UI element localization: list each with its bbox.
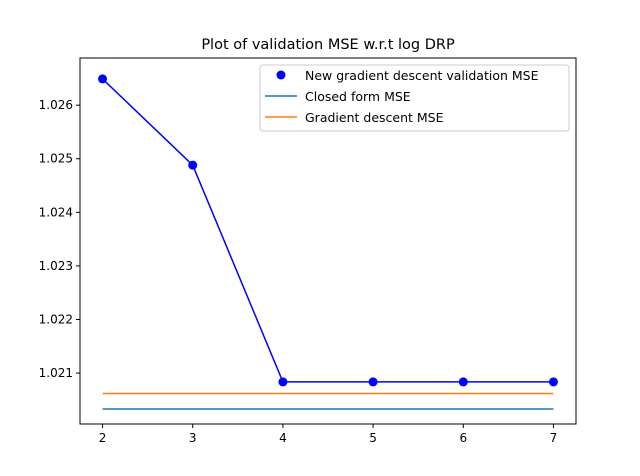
legend-label-1: Closed form MSE	[305, 89, 411, 104]
y-tick-label: 1.022	[39, 313, 73, 327]
axes-frame	[79, 57, 577, 425]
x-tick-label: 6	[459, 431, 467, 445]
data-point-0-1	[188, 160, 198, 170]
x-tick-label: 5	[369, 431, 377, 445]
plot-area	[98, 74, 558, 410]
legend-label-0: New gradient descent validation MSE	[305, 68, 539, 83]
data-point-0-2	[278, 377, 288, 387]
data-point-0-5	[548, 377, 558, 387]
y-tick-label: 1.023	[39, 259, 73, 273]
y-tick-label: 1.026	[39, 98, 73, 112]
chart-title: Plot of validation MSE w.r.t log DRP	[201, 37, 455, 53]
x-tick-label: 7	[550, 431, 558, 445]
legend: New gradient descent validation MSE Close…	[259, 64, 570, 132]
data-point-0-4	[458, 377, 468, 387]
x-tick-label: 2	[99, 431, 107, 445]
axis-ticks: 2 3 4 5 6 7 1.021 1.022 1.023 1.024 1.025 1.026	[39, 98, 558, 445]
data-point-0-3	[368, 377, 378, 387]
x-tick-label: 3	[189, 431, 197, 445]
y-tick-label: 1.025	[39, 152, 73, 166]
y-tick-label: 1.021	[39, 366, 73, 380]
data-point-0-0	[98, 74, 108, 84]
x-tick-label: 4	[279, 431, 287, 445]
legend-marker-0	[276, 70, 286, 80]
legend-box	[259, 64, 570, 132]
legend-label-2: Gradient descent MSE	[305, 110, 444, 125]
y-tick-label: 1.024	[39, 205, 73, 219]
series-line-0	[102, 78, 554, 383]
